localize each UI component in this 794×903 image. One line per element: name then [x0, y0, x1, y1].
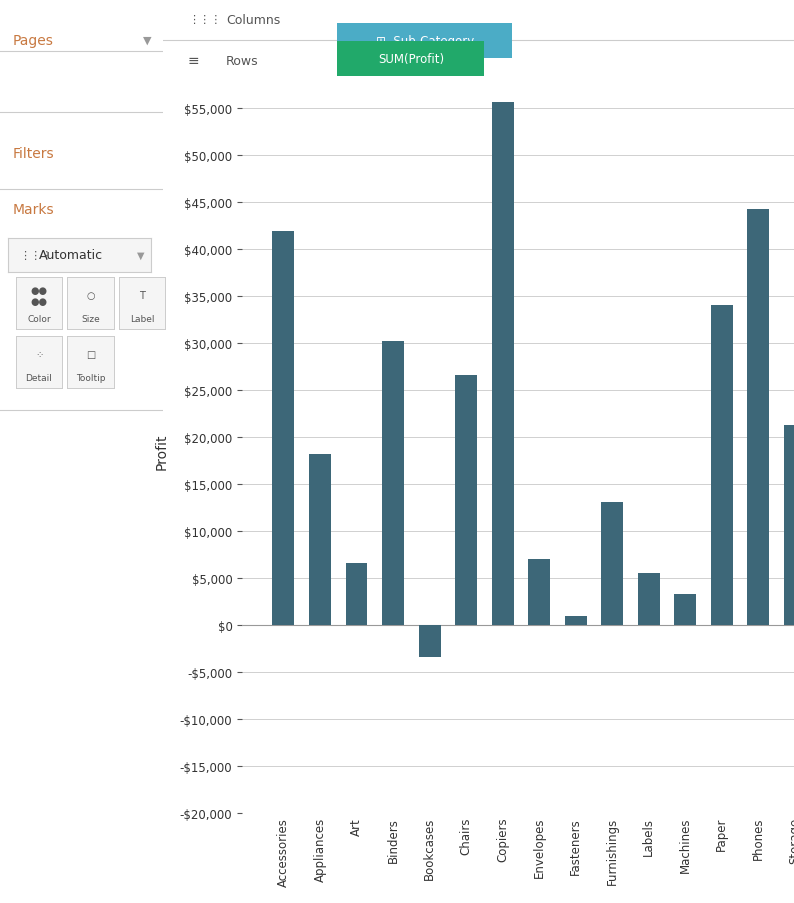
Bar	[747, 209, 769, 625]
Text: ⁘: ⁘	[35, 349, 43, 359]
Text: Tooltip: Tooltip	[75, 374, 106, 383]
Bar	[418, 625, 441, 657]
Bar	[784, 425, 794, 625]
Bar	[528, 560, 550, 625]
Text: Color: Color	[27, 315, 51, 324]
Text: Rows: Rows	[225, 54, 259, 68]
Bar	[638, 573, 660, 625]
Text: Columns: Columns	[225, 14, 280, 27]
Bar	[309, 455, 331, 625]
Bar	[345, 563, 368, 625]
Bar	[711, 306, 733, 625]
Text: ⋮⋮⋮: ⋮⋮⋮	[19, 250, 52, 261]
Y-axis label: Profit: Profit	[155, 433, 168, 470]
Bar	[674, 594, 696, 625]
Bar	[565, 616, 587, 625]
Bar	[601, 503, 623, 625]
Text: ⋮⋮⋮: ⋮⋮⋮	[188, 15, 222, 25]
Text: T: T	[139, 291, 145, 301]
Bar	[455, 376, 477, 625]
Text: ○: ○	[87, 291, 94, 301]
Text: ▼: ▼	[137, 250, 144, 261]
Text: Filters: Filters	[13, 146, 55, 161]
Bar	[272, 231, 295, 625]
Text: □: □	[86, 349, 95, 359]
Bar	[491, 103, 514, 625]
Text: Automatic: Automatic	[40, 249, 103, 262]
Text: ●●
●●: ●● ●●	[30, 285, 48, 307]
Text: Marks: Marks	[13, 202, 55, 217]
Text: ▼: ▼	[143, 35, 152, 46]
Text: Detail: Detail	[25, 374, 52, 383]
Text: ⊞  Sub-Category: ⊞ Sub-Category	[376, 35, 474, 48]
Text: Pages: Pages	[13, 33, 54, 48]
Text: Label: Label	[130, 315, 154, 324]
Text: SUM(Profit): SUM(Profit)	[378, 53, 444, 66]
Bar	[382, 341, 404, 625]
Text: ≡: ≡	[188, 54, 199, 68]
Text: Size: Size	[81, 315, 100, 324]
